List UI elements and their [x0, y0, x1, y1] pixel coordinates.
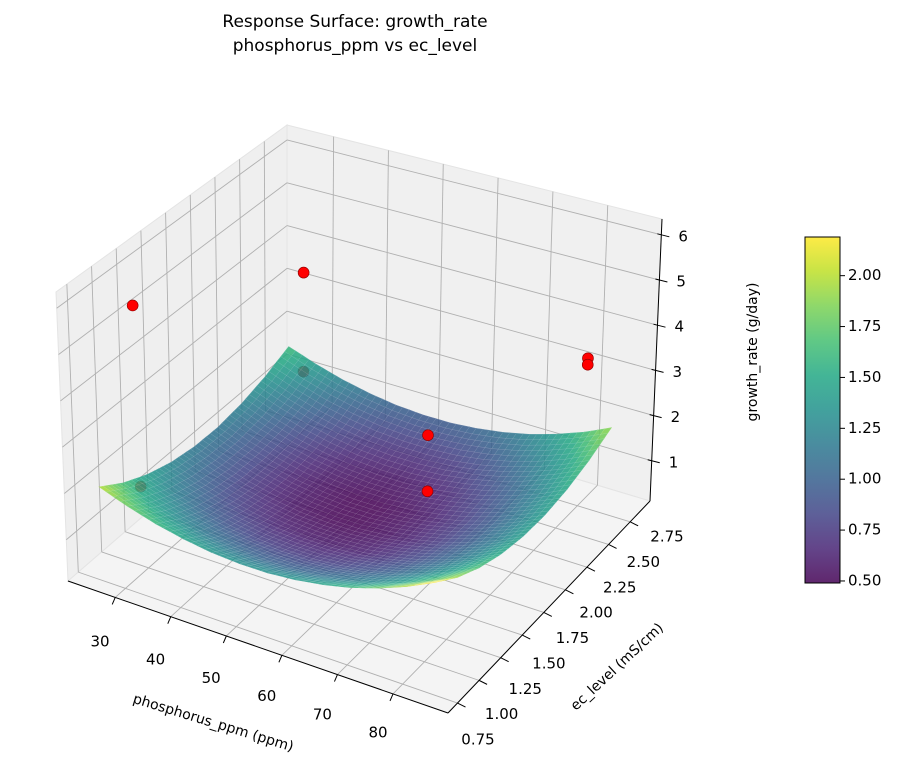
z-tick-label: 6 [678, 227, 688, 245]
colorbar-tick-label: 0.50 [848, 571, 881, 589]
z-tick-label: 1 [669, 453, 679, 471]
y-tick-label: 2.50 [627, 553, 660, 571]
x-tick [167, 616, 172, 624]
grid-line [214, 177, 220, 451]
y-tick [543, 611, 553, 617]
colorbar-gradient [804, 236, 841, 584]
y-axis-line [447, 500, 651, 714]
x-tick-label: 60 [257, 687, 276, 705]
y-tick-label: 1.50 [532, 654, 565, 672]
grid-line [392, 484, 598, 695]
grid-line [286, 139, 662, 236]
grid-line [286, 267, 656, 371]
data-point [126, 299, 139, 312]
y-tick [586, 566, 596, 572]
grid-line [437, 164, 444, 438]
grid-line [286, 182, 660, 281]
x-axis-line [67, 580, 449, 714]
grid-line [56, 139, 288, 309]
z-tick-label: 5 [676, 273, 686, 291]
x-tick-label: 40 [146, 651, 165, 669]
z-tick [657, 233, 670, 238]
chart-subtitle: phosphorus_ppm vs ec_level [232, 36, 478, 56]
data-point [422, 429, 434, 442]
y-tick-label: 0.75 [461, 731, 494, 749]
colorbar-tick-label: 1.50 [848, 368, 881, 386]
grid-line [490, 177, 499, 454]
x-tick-label: 80 [368, 724, 387, 742]
y-tick-label: 2.25 [603, 578, 636, 596]
z-axis-line [649, 218, 663, 502]
response-surface [98, 346, 613, 589]
grid-line [384, 150, 389, 422]
grid-line [64, 310, 288, 494]
y-tick [500, 657, 509, 663]
y-tick [608, 544, 617, 549]
grid-line [65, 353, 288, 541]
x-tick [333, 674, 338, 682]
x-tick [222, 635, 227, 644]
grid-line [62, 267, 288, 448]
y-tick [522, 634, 531, 640]
colorbar-tick-label: 1.00 [848, 470, 881, 488]
grid-line [189, 194, 196, 472]
axis-lines [67, 218, 670, 714]
grid-line [58, 182, 288, 355]
y-tick-label: 1.75 [556, 629, 589, 647]
y-tick [565, 589, 574, 595]
z-axis-label: growth_rate (g/day) [745, 283, 761, 422]
grid-line [286, 225, 658, 326]
y-tick [457, 702, 466, 708]
grid-line [91, 266, 103, 552]
grid-line [543, 191, 554, 470]
y-tick [629, 521, 639, 527]
grid-line [124, 531, 501, 659]
x-tick-label: 30 [90, 633, 109, 651]
z-tick-label: 4 [674, 318, 684, 336]
grid-line [239, 159, 243, 431]
grid-line [60, 225, 288, 402]
x-tick [278, 655, 283, 663]
x-tick [389, 693, 394, 702]
z-tick [651, 368, 664, 373]
y-tick [478, 679, 488, 685]
x-tick [111, 597, 116, 605]
y-tick-label: 1.00 [485, 705, 518, 723]
grid-line [331, 136, 335, 406]
colorbar-tick-label: 2.00 [848, 266, 881, 284]
colorbar-tick-label: 1.25 [848, 419, 881, 437]
grid-line [78, 571, 458, 704]
z-tick-label: 2 [671, 408, 681, 426]
y-tick-label: 2.00 [579, 604, 612, 622]
z-tick [653, 323, 666, 328]
colorbar-tick-label: 0.75 [848, 521, 881, 539]
colorbar-tick-label: 1.75 [848, 317, 881, 335]
grid-line [263, 141, 266, 411]
grid-line [140, 230, 149, 512]
z-tick-label: 3 [673, 363, 683, 381]
grid-line [101, 551, 480, 681]
data-point [581, 358, 594, 371]
y-tick-label: 1.25 [509, 680, 542, 698]
data-point [421, 485, 434, 498]
z-tick [649, 414, 662, 419]
x-tick-label: 70 [313, 705, 332, 723]
x-tick-label: 50 [202, 669, 221, 687]
grid-line [286, 310, 654, 417]
z-tick [647, 459, 660, 464]
data-point [297, 266, 310, 279]
colorbar: 0.50 0.75 1.00 1.25 1.50 1.75 2.00 [804, 236, 881, 589]
y-tick-label: 2.75 [650, 528, 683, 546]
grid-line [66, 284, 79, 573]
z-tick [655, 278, 668, 283]
chart-title: Response Surface: growth_rate [222, 12, 488, 32]
grid-line [165, 212, 173, 492]
